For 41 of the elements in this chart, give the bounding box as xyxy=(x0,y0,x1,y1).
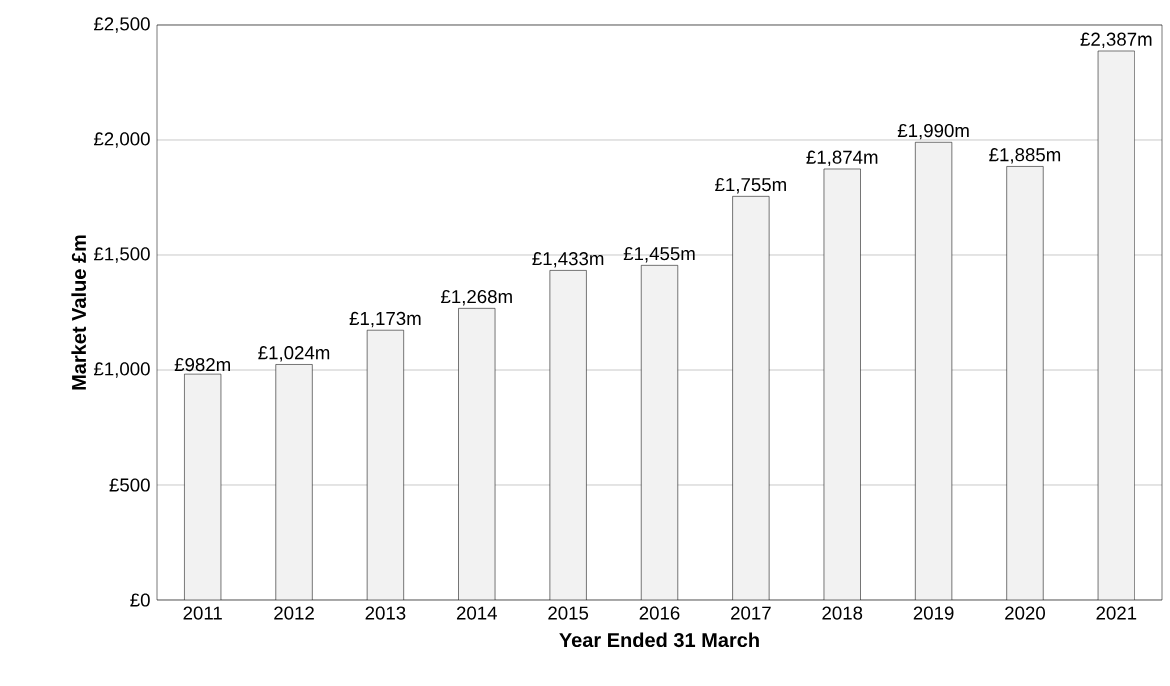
x-axis-title: Year Ended 31 March xyxy=(559,632,759,648)
x-tick-label: 2020 xyxy=(1005,606,1045,620)
x-tick-label: 2012 xyxy=(274,606,314,620)
data-label: £982m xyxy=(174,357,230,372)
data-label: £1,885m xyxy=(989,148,1061,164)
data-label: £1,755m xyxy=(715,177,786,194)
data-label: £1,990m xyxy=(897,123,969,140)
bar xyxy=(549,270,587,600)
bar xyxy=(1006,166,1044,600)
bar xyxy=(823,168,861,600)
y-tick-label: £2,000 xyxy=(93,132,150,148)
bar xyxy=(366,329,404,600)
bar xyxy=(275,364,313,600)
x-tick-label: 2015 xyxy=(548,606,589,620)
y-tick-label: £2,500 xyxy=(93,17,150,33)
x-tick-label: 2016 xyxy=(639,606,680,620)
bar xyxy=(640,265,679,600)
bar xyxy=(732,196,770,600)
bar xyxy=(184,373,222,600)
data-label: £1,173m xyxy=(349,311,421,328)
x-tick-label: 2021 xyxy=(1096,606,1137,620)
data-label: £1,455m xyxy=(623,246,695,263)
y-tick-label: £0 xyxy=(130,593,150,607)
x-tick-label: 2013 xyxy=(365,606,406,620)
bar xyxy=(1097,50,1135,600)
data-label: £2,387m xyxy=(1080,32,1152,49)
data-label: £1,024m xyxy=(258,346,330,362)
x-tick-label: 2019 xyxy=(913,606,954,620)
bar xyxy=(458,308,496,600)
y-tick-label: £1,000 xyxy=(93,362,150,378)
x-tick-label: 2014 xyxy=(456,606,497,620)
x-tick-label: 2011 xyxy=(183,606,222,620)
y-tick-label: £500 xyxy=(109,478,150,492)
data-label: £1,874m xyxy=(806,150,878,167)
x-tick-label: 2018 xyxy=(822,606,863,620)
y-tick-label: £1,500 xyxy=(93,247,150,263)
bar xyxy=(915,142,953,600)
data-label: £1,433m xyxy=(532,252,604,268)
x-tick-label: 2017 xyxy=(731,606,771,620)
y-axis-title: Market Value £m xyxy=(71,235,87,390)
data-label: £1,268m xyxy=(440,289,512,306)
